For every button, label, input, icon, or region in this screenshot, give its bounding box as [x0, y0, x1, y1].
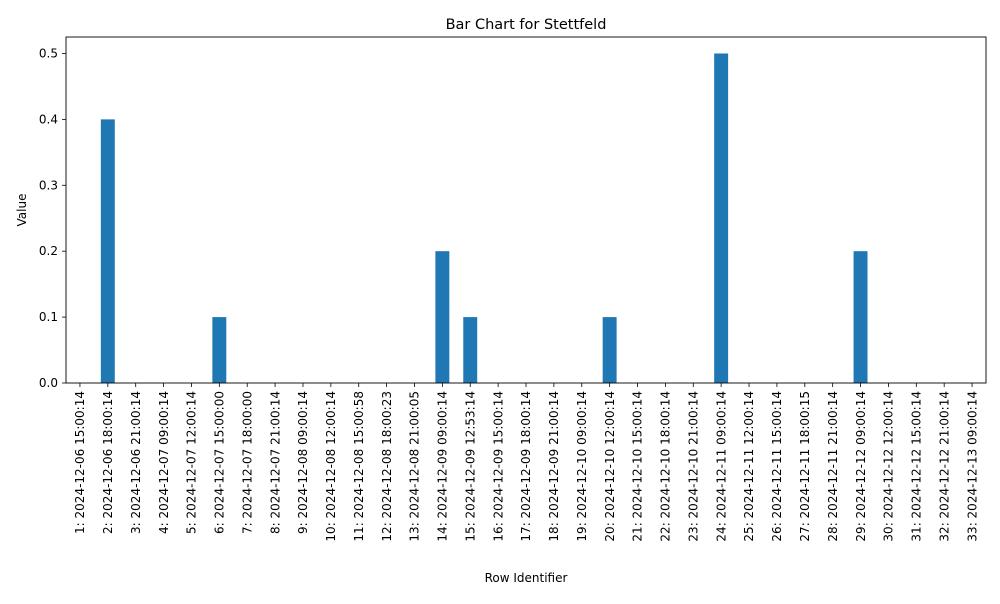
y-tick-label-3: 0.3	[39, 178, 58, 192]
x-tick-label-32: 32: 2024-12-12 21:00:14	[937, 391, 951, 542]
bar-6	[212, 317, 227, 383]
x-tick-label-28: 28: 2024-12-11 21:00:14	[826, 391, 840, 542]
x-axis-title: Row Identifier	[485, 571, 568, 585]
chart-title: Bar Chart for Stettfeld	[446, 17, 607, 33]
x-tick-label-20: 20: 2024-12-10 12:00:14	[603, 391, 617, 542]
x-tick-label-24: 24: 2024-12-11 09:00:14	[714, 391, 728, 542]
x-tick-label-3: 3: 2024-12-06 21:00:14	[129, 391, 143, 534]
bars	[100, 53, 868, 383]
x-tick-label-31: 31: 2024-12-12 15:00:14	[910, 391, 924, 542]
x-tick-label-21: 21: 2024-12-10 15:00:14	[631, 391, 645, 542]
bar-29	[853, 251, 868, 383]
bar-15	[463, 317, 478, 383]
x-tick-label-29: 29: 2024-12-12 09:00:14	[854, 391, 868, 542]
x-tick-label-17: 17: 2024-12-09 18:00:14	[519, 391, 533, 542]
x-tick-label-4: 4: 2024-12-07 09:00:14	[157, 391, 171, 534]
x-tick-label-30: 30: 2024-12-12 12:00:14	[882, 391, 896, 542]
x-tick-label-25: 25: 2024-12-11 12:00:14	[742, 391, 756, 542]
bar-2	[100, 119, 115, 383]
x-tick-label-18: 18: 2024-12-09 21:00:14	[547, 391, 561, 542]
x-tick-label-10: 10: 2024-12-08 12:00:14	[324, 391, 338, 542]
x-tick-label-22: 22: 2024-12-10 18:00:14	[659, 391, 673, 542]
y-tick-label-5: 0.5	[39, 46, 58, 60]
x-tick-label-8: 8: 2024-12-07 21:00:14	[268, 391, 282, 534]
y-tick-label-2: 0.2	[39, 244, 58, 258]
x-tick-label-13: 13: 2024-12-08 21:00:05	[408, 391, 422, 542]
x-tick-label-23: 23: 2024-12-10 21:00:14	[686, 391, 700, 542]
x-tick-label-27: 27: 2024-12-11 18:00:15	[798, 391, 812, 542]
bar-20	[602, 317, 617, 383]
x-tick-label-5: 5: 2024-12-07 12:00:14	[185, 391, 199, 534]
x-tick-label-1: 1: 2024-12-06 15:00:14	[73, 391, 87, 534]
x-tick-label-9: 9: 2024-12-08 09:00:14	[296, 391, 310, 534]
x-tick-label-15: 15: 2024-12-09 12:53:14	[463, 391, 477, 542]
x-tick-label-19: 19: 2024-12-10 09:00:14	[575, 391, 589, 542]
x-tick-label-7: 7: 2024-12-07 18:00:00	[240, 391, 254, 534]
x-tick-label-33: 33: 2024-12-13 09:00:14	[965, 391, 979, 542]
bar-24	[714, 53, 729, 383]
x-tick-label-2: 2: 2024-12-06 18:00:14	[101, 391, 115, 534]
x-tick-label-6: 6: 2024-12-07 15:00:00	[213, 391, 227, 534]
x-axis-ticks: 1: 2024-12-06 15:00:14 2: 2024-12-06 18:0…	[73, 383, 979, 542]
y-axis-ticks: 0.0 0.1 0.2 0.3 0.4 0.5	[39, 46, 66, 390]
y-axis-title: Value	[15, 194, 29, 227]
x-tick-label-14: 14: 2024-12-09 09:00:14	[436, 391, 450, 542]
y-tick-label-4: 0.4	[39, 112, 58, 126]
y-tick-label-1: 0.1	[39, 310, 58, 324]
x-tick-label-12: 12: 2024-12-08 18:00:23	[380, 391, 394, 542]
x-tick-label-11: 11: 2024-12-08 15:00:58	[352, 391, 366, 542]
bar-14	[435, 251, 450, 383]
x-tick-label-16: 16: 2024-12-09 15:00:14	[491, 391, 505, 542]
y-tick-label-0: 0.0	[39, 376, 58, 390]
plot-frame	[65, 36, 987, 384]
x-tick-label-26: 26: 2024-12-11 15:00:14	[770, 391, 784, 542]
